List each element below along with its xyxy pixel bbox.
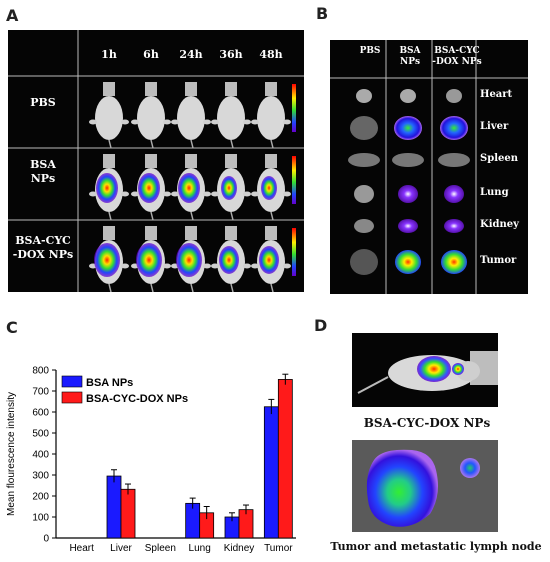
legend-label-2: BSA-CYC-DOX NPs [86, 393, 188, 405]
legend-swatch-2 [61, 391, 83, 404]
organ-kidney-col1 [354, 219, 374, 233]
organ-lung-col3 [444, 185, 464, 203]
organ-liver-col2 [394, 116, 422, 140]
bar-tumor-1 [263, 406, 279, 539]
x-tick-label-liver: Liver [110, 543, 132, 554]
bar-liver-2 [120, 488, 136, 539]
organ-col-header-3: BSA-CYC -DOX NPs [432, 46, 482, 67]
organ-col-header-2: BSA NPs [399, 46, 421, 67]
panel-b-grid-lines [330, 40, 528, 294]
organ-heart-col3 [446, 89, 462, 103]
color-scale-bar [292, 156, 296, 204]
panel-a-mice [89, 82, 296, 292]
panel-a-grid-lines [8, 30, 304, 292]
organ-label-lung: Lung [480, 187, 509, 198]
organ-heart-col2 [400, 89, 416, 103]
mouse-r2-c2 [131, 154, 171, 221]
y-tick-label-0: 0 [43, 534, 49, 545]
color-scale-bar [292, 84, 296, 132]
panel-d-whole-body-image [352, 333, 498, 407]
y-tick-label-600: 600 [32, 408, 49, 419]
time-header-24h: 24h [179, 48, 203, 61]
bar-tumor-2 [277, 379, 293, 539]
mouse-r3-c3 [171, 226, 211, 292]
panel-letter-d: D [314, 316, 328, 335]
organ-heart-col1 [356, 89, 372, 103]
y-tick-label-200: 200 [32, 492, 49, 503]
color-scale-bar [292, 228, 296, 276]
panel-letter-c: C [6, 318, 18, 337]
y-tick-label-800: 800 [32, 366, 49, 377]
x-tick-label-tumor: Tumor [264, 543, 293, 554]
panel-b-organs [348, 89, 470, 275]
y-tick-label-400: 400 [32, 450, 49, 461]
mouse-r3-c4 [211, 226, 251, 292]
y-tick-label-700: 700 [32, 387, 49, 398]
organ-label-tumor: Tumor [480, 255, 517, 266]
organ-spleen-col3 [438, 153, 470, 167]
organ-liver-col1 [350, 116, 378, 140]
organ-tumor-col1 [350, 249, 378, 275]
x-tick-label-kidney: Kidney [224, 543, 255, 554]
organ-label-kidney: Kidney [480, 219, 519, 230]
mouse-r3-c1 [89, 226, 129, 292]
row-label-2: BSA NPs [30, 158, 56, 185]
panel-letter-a: A [6, 6, 19, 25]
y-tick-label-300: 300 [32, 471, 49, 482]
mouse-r2-c3 [171, 154, 211, 221]
organ-lung-col1 [354, 185, 374, 203]
y-tick-label-500: 500 [32, 429, 49, 440]
panel-c-bar-chart: 0 100 200 300 400 500 600 700 800 Mean flourescen… [6, 366, 296, 554]
organ-lung-col2 [398, 185, 418, 203]
organ-kidney-col3 [444, 219, 464, 233]
mouse-r1-c2 [131, 82, 171, 149]
panel-d-caption-bottom: Tumor and metastatic lymph node [330, 540, 542, 553]
panel-d-mouse-illustration [357, 351, 498, 394]
panel-d-closeup-image [352, 440, 498, 532]
panel-letter-b: B [316, 4, 329, 23]
x-tick-label-heart: Heart [69, 543, 94, 554]
row-label-3: BSA-CYC -DOX NPs [12, 234, 74, 261]
time-header-1h: 1h [101, 48, 117, 61]
legend-swatch-1 [61, 375, 83, 388]
y-tick-label-100: 100 [32, 513, 49, 524]
panel-d-tumor-closeup [352, 440, 498, 532]
bar-liver-1 [106, 475, 122, 539]
mouse-r2-c4 [211, 154, 251, 221]
mouse-r1-c3 [171, 82, 211, 149]
mouse-r3-c5 [251, 226, 291, 292]
organ-tumor-col2 [395, 250, 421, 274]
mouse-r1-c4 [211, 82, 251, 149]
mouse-r2-c5 [251, 154, 291, 221]
time-header-36h: 36h [219, 48, 243, 61]
mouse-r1-c5 [251, 82, 291, 149]
mouse-r2-c1 [89, 154, 129, 221]
organ-label-heart: Heart [480, 89, 513, 100]
panel-d-caption-top: BSA-CYC-DOX NPs [363, 416, 491, 430]
time-header-48h: 48h [259, 48, 283, 61]
panel-a-imaging-grid: 1h 6h 24h 36h 48h PBS BSA NPs BSA-CYC -DOX NPs [8, 30, 304, 292]
time-header-6h: 6h [143, 48, 159, 61]
organ-liver-col3 [440, 116, 468, 140]
x-tick-label-spleen: Spleen [145, 543, 176, 554]
mouse-r3-c2 [131, 226, 171, 292]
organ-spleen-col2 [392, 153, 424, 167]
row-label-1: PBS [30, 96, 56, 109]
organ-label-liver: Liver [480, 121, 509, 132]
y-axis-label: Mean flourescence intensity [6, 392, 17, 516]
organ-label-spleen: Spleen [480, 153, 519, 164]
organ-col-header-1: PBS [359, 46, 381, 56]
organ-kidney-col2 [398, 219, 418, 233]
legend-label-1: BSA NPs [86, 377, 133, 389]
organ-spleen-col1 [348, 153, 380, 167]
x-tick-label-lung: Lung [189, 543, 211, 554]
organ-tumor-col3 [441, 250, 467, 274]
panel-b-organ-grid: PBS BSA NPs BSA-CYC -DOX NPs Heart Liver Sple… [330, 40, 528, 294]
mouse-r1-c1 [89, 82, 129, 149]
